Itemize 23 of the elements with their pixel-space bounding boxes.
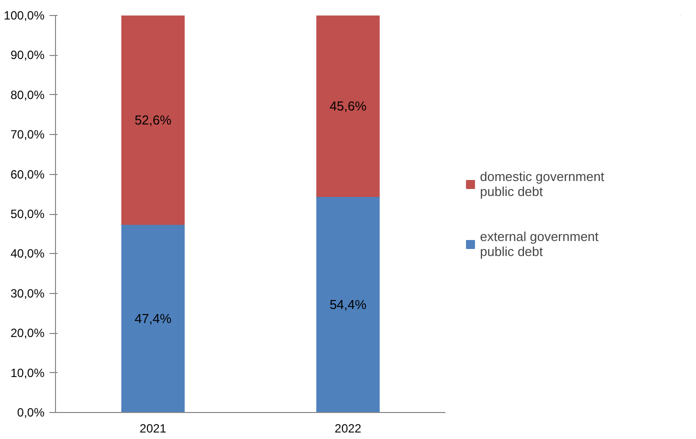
bar [316,16,380,198]
y-tick-label: 40,0% [10,246,45,261]
x-tick-label: 2022 [334,422,362,436]
y-tick-label: 30,0% [10,286,45,300]
y-tick-label: 100,0% [4,8,45,22]
y-tick-label: 10,0% [10,366,45,380]
data-label: 54,4% [330,297,367,312]
y-tick-label: 50,0% [10,207,45,221]
y-tick-label: 20,0% [10,326,45,340]
x-tick-label: 2021 [140,422,167,436]
legend-label: domestic government public debt [480,168,604,198]
data-label: 52,6% [134,112,172,128]
y-tick-label: 60,0% [10,167,45,182]
data-label: 45,6% [330,98,367,114]
y-tick-label: 70,0% [10,128,45,142]
bar [121,16,185,225]
bar [121,224,185,412]
data-label: 47,4% [134,310,172,326]
y-tick-label: 80,0% [10,88,45,102]
y-tick-label: 0,0% [17,406,45,420]
y-tick-label: 90,0% [10,48,45,62]
legend-label: external government public debt [480,228,599,258]
bar [316,196,380,412]
